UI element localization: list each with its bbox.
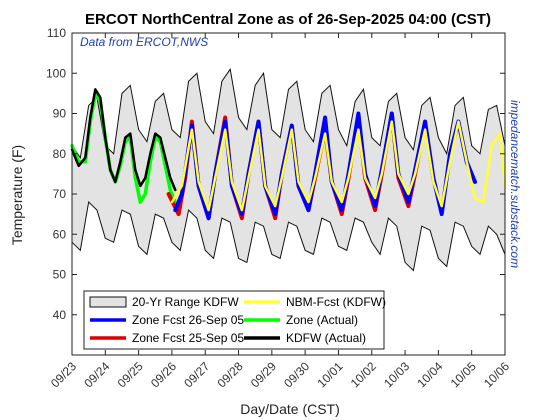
y-tick-label: 60: [53, 227, 67, 241]
y-tick-label: 110: [47, 26, 66, 40]
chart-title: ERCOT NorthCentral Zone as of 26-Sep-202…: [85, 11, 491, 28]
series-line-zone-fcst-26-sep-05: [173, 111, 477, 221]
legend-label-zone-fcst-26-sep-05: Zone Fcst 26-Sep 05: [132, 313, 244, 327]
y-tick-label: 70: [53, 187, 67, 201]
y-tick-label: 50: [53, 268, 67, 282]
y-tick-label: 90: [53, 107, 67, 121]
legend-label-20-yr-range-kdfw: 20-Yr Range KDFW: [132, 295, 239, 309]
y-tick-label: 80: [53, 147, 67, 161]
chart-subtitle: Data from ERCOT,NWS: [80, 35, 208, 49]
legend: 20-Yr Range KDFW NBM-Fcst (KDFW) Zone Fcst…: [83, 290, 386, 350]
series-line-nbm-fcst-kdfw: [170, 120, 507, 212]
x-axis-title: Day/Date (CST): [240, 401, 340, 417]
series-line-kdfw-actual: [70, 88, 177, 192]
y-axis-title: Temperature (F): [9, 145, 25, 245]
watermark-text: impedancematch.substack.com: [508, 100, 522, 268]
y-tick-label: 40: [53, 308, 67, 322]
legend-label-kdfw-actual: KDFW (Actual): [286, 331, 366, 345]
legend-box: [83, 290, 385, 350]
legend-label-zone-fcst-25-sep-05: Zone Fcst 25-Sep 05: [132, 331, 244, 345]
plot-area: [70, 33, 507, 355]
legend-swatch-20-yr-range-kdfw: [89, 296, 127, 308]
y-tick-label: 100: [46, 66, 66, 80]
legend-label-nbm-fcst-kdfw: NBM-Fcst (KDFW): [286, 295, 386, 309]
legend-label-zone-actual: Zone (Actual): [286, 313, 358, 327]
